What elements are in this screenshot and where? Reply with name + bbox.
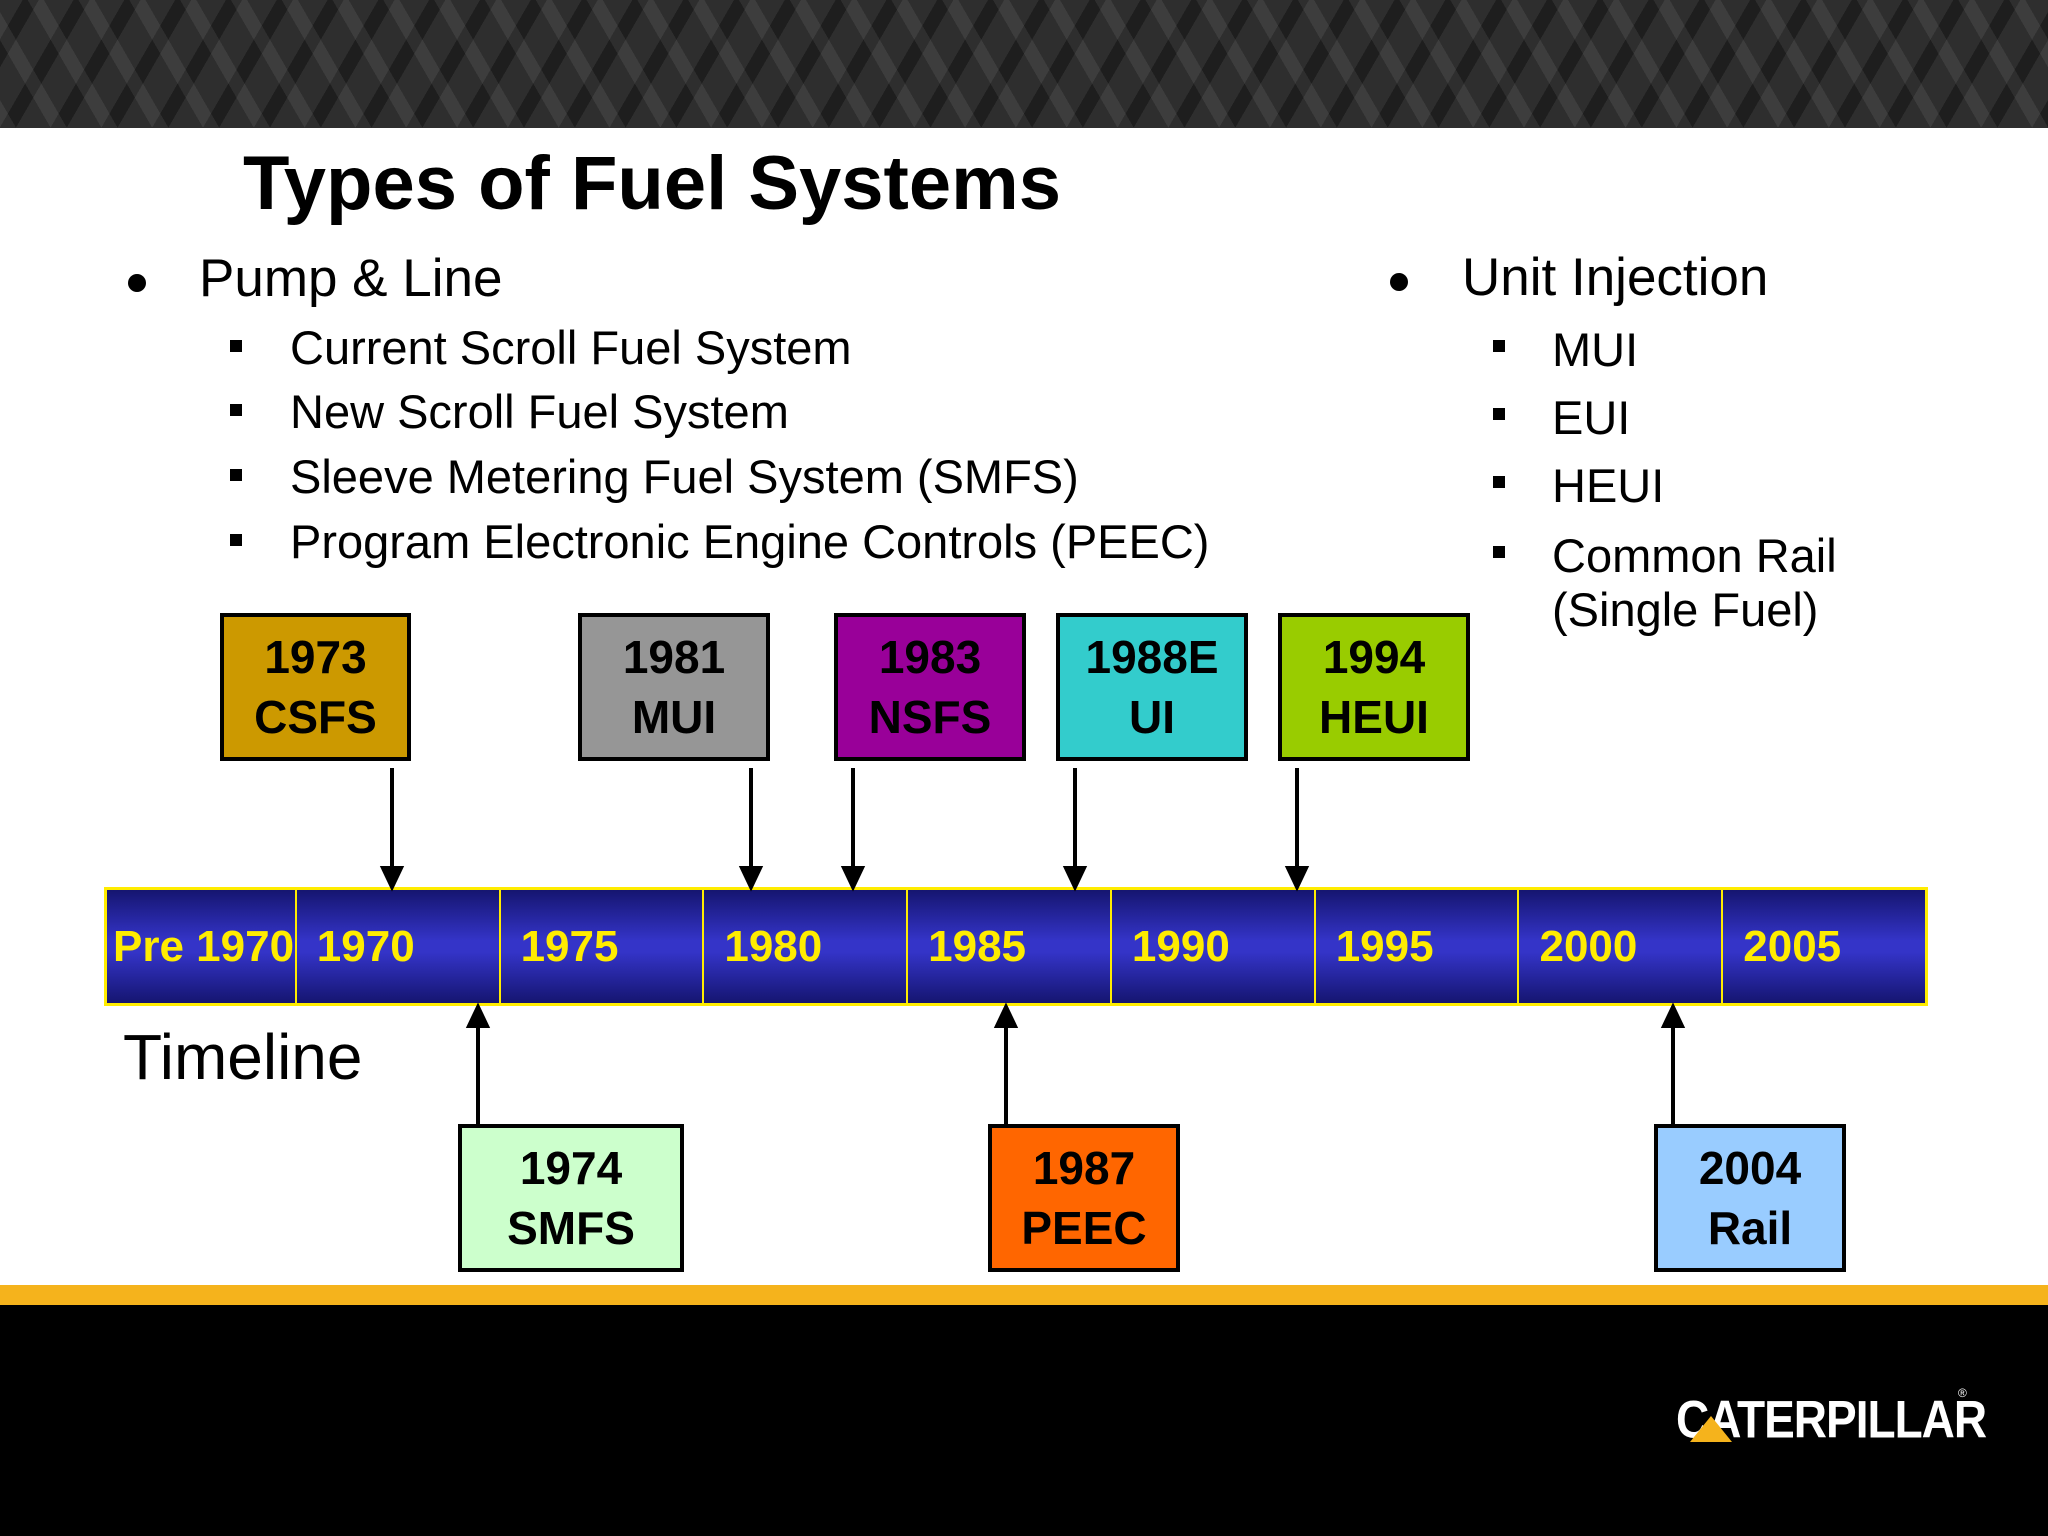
accent-stripe [0,1285,2048,1305]
milestone-name: NSFS [868,691,992,743]
milestone-box-1988e-ui: 1988E UI [1056,613,1248,761]
milestone-name: MUI [631,691,717,743]
bullet-square [230,340,242,352]
bullet-square [1493,546,1505,558]
milestone-name: SMFS [507,1202,635,1254]
bullet-square [1493,476,1505,488]
bullet-square [1493,340,1505,352]
bullet-dot [128,274,146,292]
list-item: (Single Fuel) [1552,583,1819,636]
milestone-year: 1974 [519,1142,623,1194]
milestone-name: PEEC [1021,1202,1147,1254]
bullet-square [1493,408,1505,420]
unit-injection-heading: Unit Injection [1462,248,1769,307]
milestone-year: 1994 [1322,631,1426,683]
milestone-name: UI [1129,691,1175,743]
caterpillar-logo: CATERPILLAR ® [1676,1386,1987,1452]
timeline-segment: 1985 [906,890,1110,1003]
milestone-year: 1973 [264,631,367,683]
timeline-segment: 1975 [498,890,703,1003]
list-item: EUI [1552,391,1631,444]
milestone-name: Rail [1707,1202,1793,1254]
milestone-year: 1988E [1085,631,1219,683]
slide-title: Types of Fuel Systems [243,141,1061,226]
list-item: Program Electronic Engine Controls (PEEC… [290,515,1210,568]
list-item: New Scroll Fuel System [290,385,789,438]
list-item: HEUI [1552,459,1665,512]
milestone-box-1994-heui: 1994 HEUI [1278,613,1470,761]
timeline-label: Timeline [123,1021,363,1093]
timeline-segment: 2005 [1721,890,1926,1003]
milestone-box-1987-peec: 1987 PEEC [988,1124,1180,1272]
logo-triangle-icon [1690,1416,1732,1442]
milestone-box-1973-csfs: 1973 CSFS [220,613,411,761]
timeline-segment: 1970 [294,890,499,1003]
timeline-segment: 1995 [1313,890,1518,1003]
list-item: Sleeve Metering Fuel System (SMFS) [290,450,1079,503]
bullet-dot [1390,273,1408,291]
milestone-name: CSFS [254,691,377,743]
pump-line-heading: Pump & Line [199,249,503,308]
timeline-bar: Pre 1970 1970 1975 1980 1985 1990 1995 2… [104,887,1928,1006]
milestone-year: 1983 [878,631,982,683]
milestone-year: 1981 [622,631,726,683]
list-item: Current Scroll Fuel System [290,321,852,374]
bullet-square [230,404,242,416]
timeline-segment: 1990 [1109,890,1314,1003]
timeline-segment: 2000 [1517,890,1722,1003]
milestone-year: 1987 [1032,1142,1136,1194]
list-item: MUI [1552,323,1639,376]
timeline-segment: 1980 [702,890,907,1003]
bullet-square [230,469,242,481]
timeline-segment: Pre 1970 [107,890,295,1003]
milestone-box-1981-mui: 1981 MUI [578,613,770,761]
milestone-year: 2004 [1698,1142,1802,1194]
registered-mark: ® [1958,1386,1967,1400]
milestone-name: HEUI [1319,691,1429,743]
bullet-square [230,534,242,546]
milestone-box-1974-smfs: 1974 SMFS [458,1124,684,1272]
list-item: Common Rail [1552,529,1837,582]
header-texture-band [0,0,2048,128]
milestone-box-1983-nsfs: 1983 NSFS [834,613,1026,761]
milestone-box-2004-rail: 2004 Rail [1654,1124,1846,1272]
